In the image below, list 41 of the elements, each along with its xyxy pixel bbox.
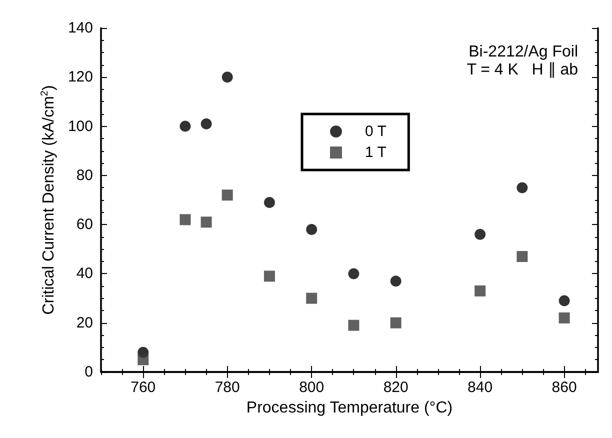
point	[516, 182, 528, 194]
legend-label: 1 T	[365, 144, 386, 161]
y-tick-label: 140	[68, 20, 93, 36]
y-tick-label: 80	[76, 166, 93, 184]
point	[474, 228, 486, 240]
point	[222, 190, 233, 201]
point	[200, 216, 212, 228]
y-tick-label: 20	[76, 314, 93, 332]
x-tick-label: 820	[383, 379, 408, 396]
annotation: Bi-2212/Ag Foil	[468, 44, 578, 60]
x-tick-label: 760	[130, 379, 156, 396]
point	[180, 120, 191, 132]
point	[390, 276, 402, 287]
point	[222, 72, 233, 83]
point	[516, 251, 528, 262]
x-tick-label: 800	[299, 379, 324, 396]
point	[348, 320, 360, 331]
point	[558, 295, 570, 306]
point	[306, 224, 318, 235]
point	[264, 270, 275, 282]
y-tick-label: 40	[76, 265, 93, 282]
legend-label: 0 T	[365, 123, 386, 140]
y-axis-title: Critical Current Density (kA/cm2)	[40, 85, 58, 315]
annotation: T = 4 K H ∥ ab	[466, 62, 578, 78]
x-tick-label: 780	[214, 379, 240, 396]
point	[306, 292, 318, 304]
point	[390, 317, 402, 328]
x-axis-title: Processing Temperature (°C)	[246, 399, 453, 416]
point	[558, 312, 570, 324]
y-tick-label: 100	[68, 118, 93, 135]
point	[200, 118, 212, 130]
point	[264, 196, 275, 208]
point	[138, 354, 149, 366]
point	[348, 268, 360, 280]
y-tick-label: 0	[84, 364, 93, 380]
x-tick-label: 840	[468, 379, 493, 396]
point	[474, 285, 486, 296]
y-tick-label: 120	[68, 68, 93, 86]
x-tick-label: 860	[552, 379, 577, 396]
y-tick-label: 60	[76, 216, 93, 234]
point	[180, 214, 191, 226]
